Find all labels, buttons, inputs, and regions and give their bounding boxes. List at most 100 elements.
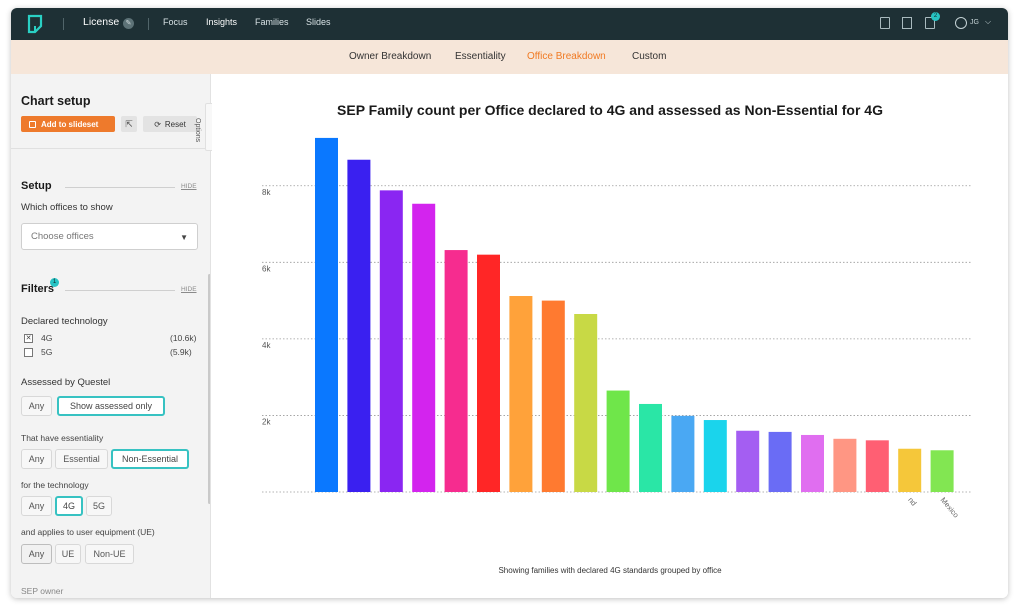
nav-slides[interactable]: Slides <box>306 17 331 27</box>
chevron-down-icon[interactable]: ⌵ <box>985 17 992 26</box>
filters-heading: Filters <box>21 283 55 295</box>
notification-badge: 2 <box>931 12 940 21</box>
y-tick-label: 6k <box>262 264 271 273</box>
license-title[interactable]: License <box>83 16 120 28</box>
add-to-slideset-label: Add to slideset <box>41 119 99 129</box>
essentiality-any-button[interactable]: Any <box>21 449 52 469</box>
divider <box>65 290 175 291</box>
offices-placeholder: Choose offices <box>31 231 94 242</box>
tech-5g-count: (5.9k) <box>170 347 192 357</box>
assessed-label: Assessed by Questel <box>21 377 111 388</box>
bar[interactable] <box>898 448 922 492</box>
bar[interactable] <box>379 190 403 492</box>
x-tick-label: Mexico <box>939 496 961 520</box>
nav-divider <box>63 18 64 30</box>
reset-button[interactable]: ⟳ Reset <box>143 116 197 132</box>
sidebar-scrollbar[interactable] <box>208 274 210 504</box>
divider <box>65 187 175 188</box>
basket-icon[interactable] <box>925 17 935 29</box>
setup-hide-link[interactable]: HIDE <box>181 183 197 190</box>
top-nav-bar: License ✎ Focus Insights Families Slides… <box>11 8 1008 40</box>
tech-4g-label: 4G <box>41 333 53 343</box>
app-window: License ✎ Focus Insights Families Slides… <box>11 8 1008 598</box>
bar[interactable] <box>412 203 436 493</box>
nav-families[interactable]: Families <box>255 17 289 27</box>
bar[interactable] <box>639 403 662 492</box>
essentiality-label: That have essentiality <box>21 433 104 443</box>
bar[interactable] <box>801 434 824 492</box>
bar[interactable] <box>606 390 630 492</box>
sep-owner-label: SEP owner <box>21 586 64 596</box>
ue-ue-button[interactable]: UE <box>55 544 81 564</box>
tab-essentiality[interactable]: Essentiality <box>455 51 506 62</box>
checkbox-5g[interactable] <box>24 348 33 357</box>
chart-panel: SEP Family count per Office declared to … <box>212 74 1008 598</box>
bar[interactable] <box>347 159 371 492</box>
caret-down-icon: ▼ <box>180 233 188 242</box>
gift-icon[interactable] <box>902 17 912 29</box>
tab-custom[interactable]: Custom <box>632 51 667 62</box>
bar[interactable] <box>768 431 792 492</box>
essentiality-non-essential-button[interactable]: Non-Essential <box>111 449 189 469</box>
nav-insights[interactable]: Insights <box>206 17 238 27</box>
tech-4g-count: (10.6k) <box>170 333 197 343</box>
assessed-any-button[interactable]: Any <box>21 396 52 416</box>
sidebar-title: Chart setup <box>21 94 91 108</box>
bar[interactable] <box>703 420 727 492</box>
filters-hide-link[interactable]: HIDE <box>181 286 197 293</box>
bar[interactable] <box>574 314 598 492</box>
bar[interactable] <box>833 438 857 492</box>
user-initials[interactable]: JG <box>970 19 979 26</box>
tab-owner-breakdown[interactable]: Owner Breakdown <box>349 51 432 62</box>
user-avatar-icon[interactable] <box>955 17 967 29</box>
reset-label: Reset <box>164 119 186 129</box>
nav-divider <box>148 18 149 30</box>
add-to-slideset-button[interactable]: Add to slideset <box>21 116 115 132</box>
tech-5g-label: 5G <box>41 347 53 357</box>
refresh-icon: ⟳ <box>154 119 161 129</box>
bar[interactable] <box>736 430 760 492</box>
ue-label: and applies to user equipment (UE) <box>21 527 155 537</box>
bar[interactable] <box>509 296 533 492</box>
y-tick-label: 8k <box>262 188 271 197</box>
assessed-only-button[interactable]: Show assessed only <box>57 396 165 416</box>
y-tick-label: 4k <box>262 341 271 350</box>
technology-any-button[interactable]: Any <box>21 496 52 516</box>
divider <box>11 148 210 149</box>
declared-technology-label: Declared technology <box>21 316 108 327</box>
edit-pencil-icon[interactable]: ✎ <box>123 18 134 29</box>
chart-title: SEP Family count per Office declared to … <box>337 102 883 118</box>
export-button[interactable]: ⇱ <box>121 116 137 132</box>
bar-chart: 2k 4k 6k 8k nd Mexico <box>262 137 972 520</box>
chart-caption: Showing families with declared 4G standa… <box>498 566 722 575</box>
chart-setup-sidebar: Chart setup Add to slideset ⇱ ⟳ Reset Se… <box>11 74 211 598</box>
essentiality-essential-button[interactable]: Essential <box>55 449 108 469</box>
bar[interactable] <box>930 450 954 492</box>
tab-office-breakdown[interactable]: Office Breakdown <box>527 51 606 62</box>
bookmark-icon[interactable] <box>880 17 890 29</box>
technology-label: for the technology <box>21 480 89 490</box>
bar[interactable] <box>541 300 565 492</box>
ue-non-ue-button[interactable]: Non-UE <box>85 544 134 564</box>
checkbox-4g[interactable]: ✕ <box>24 334 33 343</box>
setup-heading: Setup <box>21 180 52 192</box>
options-label: Options <box>194 118 201 143</box>
x-tick-label: nd <box>906 496 918 508</box>
offices-label: Which offices to show <box>21 202 113 213</box>
filters-count-badge: 1 <box>50 278 59 287</box>
y-tick-label: 2k <box>262 417 271 426</box>
bar[interactable] <box>865 440 889 492</box>
bar[interactable] <box>315 137 338 492</box>
technology-5g-button[interactable]: 5G <box>86 496 112 516</box>
ue-any-button[interactable]: Any <box>21 544 52 564</box>
external-link-icon: ⇱ <box>125 119 133 129</box>
bar[interactable] <box>477 254 500 492</box>
nav-focus[interactable]: Focus <box>163 17 188 27</box>
slideset-icon <box>29 120 36 128</box>
bar[interactable] <box>444 250 468 492</box>
chart-tab-bar: Owner Breakdown Essentiality Office Brea… <box>11 40 1008 74</box>
bar[interactable] <box>671 415 695 492</box>
offices-select[interactable]: Choose offices ▼ <box>21 223 198 250</box>
technology-4g-button[interactable]: 4G <box>55 496 83 516</box>
app-logo-icon[interactable] <box>27 14 43 34</box>
